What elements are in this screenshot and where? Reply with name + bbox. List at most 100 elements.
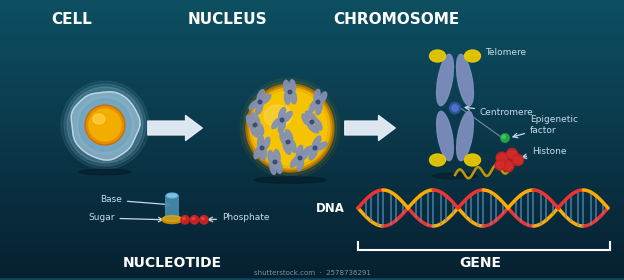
Ellipse shape bbox=[498, 155, 506, 162]
Bar bbox=[0, 179, 624, 182]
Bar bbox=[0, 174, 624, 176]
Circle shape bbox=[258, 100, 262, 104]
Bar bbox=[0, 199, 624, 202]
Ellipse shape bbox=[290, 140, 296, 152]
Bar bbox=[0, 260, 624, 263]
Ellipse shape bbox=[276, 161, 282, 173]
Bar bbox=[0, 76, 624, 78]
Circle shape bbox=[310, 120, 314, 124]
Circle shape bbox=[190, 216, 198, 224]
Bar bbox=[0, 70, 624, 73]
Ellipse shape bbox=[64, 84, 146, 166]
Ellipse shape bbox=[310, 101, 317, 112]
Circle shape bbox=[501, 134, 509, 142]
Ellipse shape bbox=[163, 216, 181, 221]
Ellipse shape bbox=[257, 123, 263, 135]
Ellipse shape bbox=[257, 90, 265, 101]
Circle shape bbox=[316, 100, 319, 104]
Ellipse shape bbox=[496, 162, 504, 168]
Bar bbox=[0, 238, 624, 241]
Bar bbox=[0, 218, 624, 221]
Bar bbox=[0, 202, 624, 204]
Bar bbox=[0, 28, 624, 31]
Ellipse shape bbox=[87, 106, 124, 144]
Ellipse shape bbox=[301, 149, 310, 160]
Ellipse shape bbox=[85, 105, 125, 145]
Ellipse shape bbox=[263, 137, 270, 149]
Text: NUCLEUS: NUCLEUS bbox=[188, 12, 268, 27]
Text: GENE: GENE bbox=[459, 256, 501, 270]
Ellipse shape bbox=[254, 177, 326, 183]
Circle shape bbox=[496, 152, 508, 164]
Ellipse shape bbox=[283, 143, 291, 154]
Bar bbox=[0, 78, 624, 81]
Bar bbox=[0, 266, 624, 269]
Bar bbox=[0, 123, 624, 126]
Ellipse shape bbox=[248, 86, 332, 170]
Bar bbox=[0, 132, 624, 134]
Ellipse shape bbox=[274, 150, 280, 162]
Bar bbox=[0, 101, 624, 104]
Bar bbox=[0, 67, 624, 70]
Bar bbox=[0, 31, 624, 34]
Bar bbox=[0, 62, 624, 64]
Ellipse shape bbox=[79, 169, 131, 175]
Bar bbox=[0, 42, 624, 45]
Ellipse shape bbox=[319, 92, 327, 103]
Ellipse shape bbox=[249, 100, 259, 110]
Ellipse shape bbox=[254, 147, 261, 159]
Bar bbox=[0, 221, 624, 224]
Ellipse shape bbox=[429, 154, 446, 166]
Bar bbox=[0, 50, 624, 53]
Ellipse shape bbox=[457, 54, 474, 106]
Circle shape bbox=[288, 90, 292, 94]
Bar bbox=[0, 160, 624, 162]
Ellipse shape bbox=[283, 111, 292, 122]
Text: CHROMOSOME: CHROMOSOME bbox=[333, 12, 459, 27]
Bar bbox=[0, 90, 624, 92]
FancyArrowPatch shape bbox=[148, 116, 202, 141]
Bar bbox=[0, 34, 624, 36]
Bar bbox=[0, 210, 624, 213]
Ellipse shape bbox=[264, 105, 292, 127]
Bar bbox=[0, 204, 624, 207]
Bar bbox=[0, 207, 624, 210]
Circle shape bbox=[286, 140, 290, 144]
Bar bbox=[0, 109, 624, 112]
Bar bbox=[0, 224, 624, 227]
Bar bbox=[0, 84, 624, 87]
Bar bbox=[0, 182, 624, 185]
Circle shape bbox=[181, 216, 189, 224]
Bar bbox=[0, 249, 624, 252]
Ellipse shape bbox=[167, 194, 177, 197]
FancyArrowPatch shape bbox=[345, 116, 395, 141]
Ellipse shape bbox=[514, 157, 522, 163]
Ellipse shape bbox=[250, 88, 330, 168]
Bar bbox=[0, 154, 624, 157]
Bar bbox=[0, 20, 624, 22]
Bar bbox=[0, 73, 624, 76]
Bar bbox=[0, 269, 624, 272]
Ellipse shape bbox=[192, 218, 195, 220]
Circle shape bbox=[502, 160, 514, 172]
Ellipse shape bbox=[290, 80, 296, 92]
Bar bbox=[0, 185, 624, 188]
Ellipse shape bbox=[437, 111, 454, 161]
Ellipse shape bbox=[270, 162, 276, 174]
Ellipse shape bbox=[280, 132, 286, 144]
Ellipse shape bbox=[303, 146, 314, 154]
Bar bbox=[0, 11, 624, 14]
Bar bbox=[0, 87, 624, 90]
Circle shape bbox=[512, 155, 524, 165]
Ellipse shape bbox=[79, 99, 131, 151]
Bar bbox=[0, 165, 624, 168]
Bar bbox=[0, 8, 624, 11]
Bar bbox=[0, 129, 624, 132]
Bar bbox=[0, 3, 624, 6]
Text: shutterstock.com  ·  2578736291: shutterstock.com · 2578736291 bbox=[253, 270, 371, 276]
Ellipse shape bbox=[291, 91, 296, 104]
Ellipse shape bbox=[251, 113, 260, 124]
Bar bbox=[0, 36, 624, 39]
Ellipse shape bbox=[504, 162, 512, 169]
Ellipse shape bbox=[278, 121, 285, 132]
